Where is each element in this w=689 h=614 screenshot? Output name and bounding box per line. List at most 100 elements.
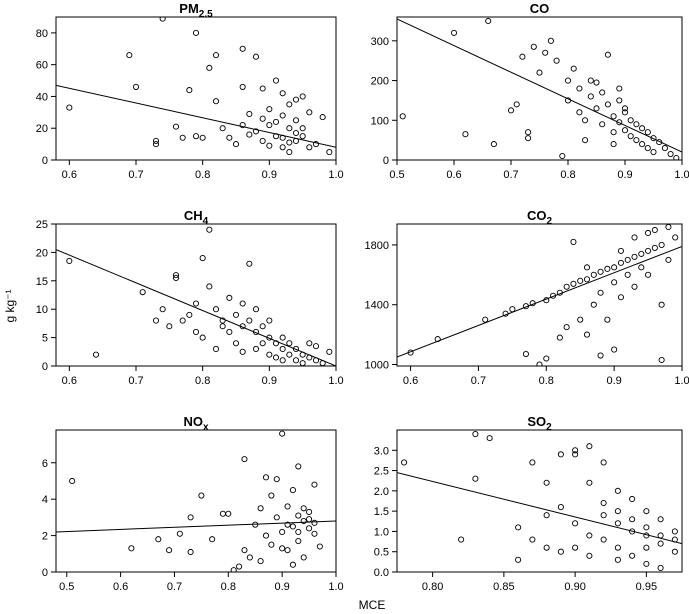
data-point xyxy=(128,545,135,552)
panel-title: CO xyxy=(530,1,550,16)
data-point xyxy=(633,137,640,144)
panel-title-main: CO xyxy=(527,208,547,223)
data-point xyxy=(593,105,600,112)
data-point xyxy=(611,279,618,286)
data-point xyxy=(186,311,193,318)
data-point xyxy=(610,113,617,120)
data-point xyxy=(226,134,233,141)
data-point xyxy=(286,101,293,108)
data-point xyxy=(139,289,146,296)
regression-line xyxy=(397,472,682,545)
data-point xyxy=(306,516,313,523)
x-tick-label: 1.0 xyxy=(674,375,689,387)
data-point xyxy=(206,64,213,71)
data-point xyxy=(629,552,636,559)
data-point xyxy=(289,561,296,568)
data-point xyxy=(284,503,291,510)
x-tick-label: 1.0 xyxy=(328,169,343,181)
data-point xyxy=(239,45,246,52)
data-point xyxy=(199,334,206,341)
panel-title: CO2 xyxy=(527,208,553,227)
plot-frame xyxy=(396,16,683,161)
data-point xyxy=(176,530,183,537)
data-point xyxy=(543,479,550,486)
panel-2: CO 0.5 0.6 0.7 0.8 0.9 1.0 0 100 200 300 xyxy=(371,1,689,181)
data-point xyxy=(621,127,629,134)
data-point xyxy=(299,93,306,100)
panel-title: CH4 xyxy=(184,208,209,227)
y-tick-label: 0 xyxy=(383,155,389,167)
data-point xyxy=(212,98,220,105)
data-point xyxy=(266,334,273,341)
data-point xyxy=(638,264,645,271)
data-point xyxy=(230,567,237,572)
x-tick-label: 0.7 xyxy=(167,581,182,593)
data-point xyxy=(600,512,607,519)
x-tick-label: 0.9 xyxy=(262,375,277,387)
data-point xyxy=(286,340,293,347)
data-point xyxy=(299,125,306,132)
x-tick-label: 0.80 xyxy=(422,581,443,593)
data-point xyxy=(312,357,320,364)
data-point xyxy=(657,516,664,523)
panel-title-main: NO xyxy=(183,414,203,429)
data-point xyxy=(187,514,194,521)
data-point xyxy=(624,256,631,263)
data-point xyxy=(259,85,266,92)
data-point xyxy=(564,97,572,104)
data-point xyxy=(232,340,240,347)
y-tick-label: 25 xyxy=(36,219,48,231)
data-point xyxy=(272,118,280,125)
data-point xyxy=(152,141,160,148)
y-tick-label: 10 xyxy=(36,304,48,316)
data-point xyxy=(295,528,302,535)
data-point xyxy=(617,247,624,254)
data-point xyxy=(667,150,674,158)
data-point xyxy=(272,340,280,347)
data-point xyxy=(631,283,638,290)
data-point xyxy=(259,115,266,122)
data-point xyxy=(232,311,240,318)
data-point xyxy=(472,431,479,438)
data-point xyxy=(458,536,465,543)
data-point xyxy=(399,113,406,120)
x-tick-label: 1.0 xyxy=(674,169,689,181)
data-point xyxy=(246,554,253,561)
x-tick-label: 0.9 xyxy=(275,581,290,593)
y-tick-label: 80 xyxy=(36,28,48,40)
data-point xyxy=(519,53,526,60)
data-point xyxy=(570,65,577,72)
data-point xyxy=(543,355,550,362)
data-point xyxy=(212,345,220,353)
data-point xyxy=(252,306,260,313)
data-point xyxy=(587,77,594,84)
data-point xyxy=(279,545,286,552)
data-point xyxy=(239,121,246,129)
data-point xyxy=(529,459,536,466)
data-point xyxy=(543,544,550,551)
data-point xyxy=(279,112,286,119)
data-point xyxy=(509,306,516,313)
data-point xyxy=(665,224,672,231)
data-point xyxy=(239,300,246,307)
data-point xyxy=(614,544,621,551)
data-point xyxy=(172,274,180,282)
data-point xyxy=(179,134,186,141)
data-point xyxy=(645,271,652,278)
x-tick-label: 0.6 xyxy=(113,581,128,593)
data-point xyxy=(586,552,593,559)
data-point xyxy=(502,310,509,317)
data-point xyxy=(172,272,180,279)
x-tick-label: 0.8 xyxy=(221,581,236,593)
data-point xyxy=(643,508,650,515)
data-point xyxy=(557,548,564,555)
data-point xyxy=(550,292,557,299)
y-tick-label: 1400 xyxy=(365,300,389,312)
data-point xyxy=(485,17,492,25)
data-point xyxy=(572,544,579,551)
data-point xyxy=(239,83,246,90)
data-point xyxy=(611,264,618,271)
x-tick-label: 0.5 xyxy=(389,169,404,181)
data-point xyxy=(152,317,160,324)
data-point xyxy=(582,137,589,144)
